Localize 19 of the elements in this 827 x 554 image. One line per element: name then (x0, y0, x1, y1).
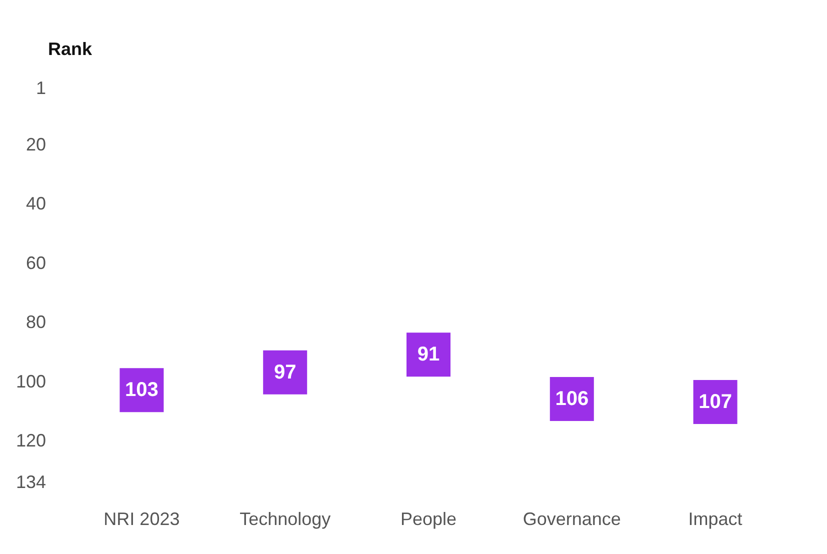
y-tick-label: 1 (36, 78, 46, 98)
x-tick-label: Governance (522, 509, 621, 529)
y-tick-label: 134 (16, 472, 46, 492)
x-tick-label: Technology (240, 509, 331, 529)
y-tick-label: 60 (26, 252, 46, 273)
y-tick-label: 120 (16, 430, 46, 451)
data-label: 107 (698, 391, 732, 414)
y-tick-label: 80 (26, 312, 46, 332)
x-tick-label: NRI 2023 (104, 509, 180, 529)
data-label: 103 (125, 379, 158, 402)
y-tick-label: 40 (26, 194, 46, 214)
y-tick-label: 20 (26, 134, 46, 154)
y-tick-label: 100 (16, 371, 46, 392)
x-tick-label: People (400, 509, 457, 529)
data-label: 91 (417, 344, 440, 366)
data-label: 97 (274, 361, 296, 384)
y-axis-title: Rank (48, 39, 93, 59)
x-tick-label: Impact (688, 509, 742, 529)
data-label: 106 (555, 388, 589, 410)
